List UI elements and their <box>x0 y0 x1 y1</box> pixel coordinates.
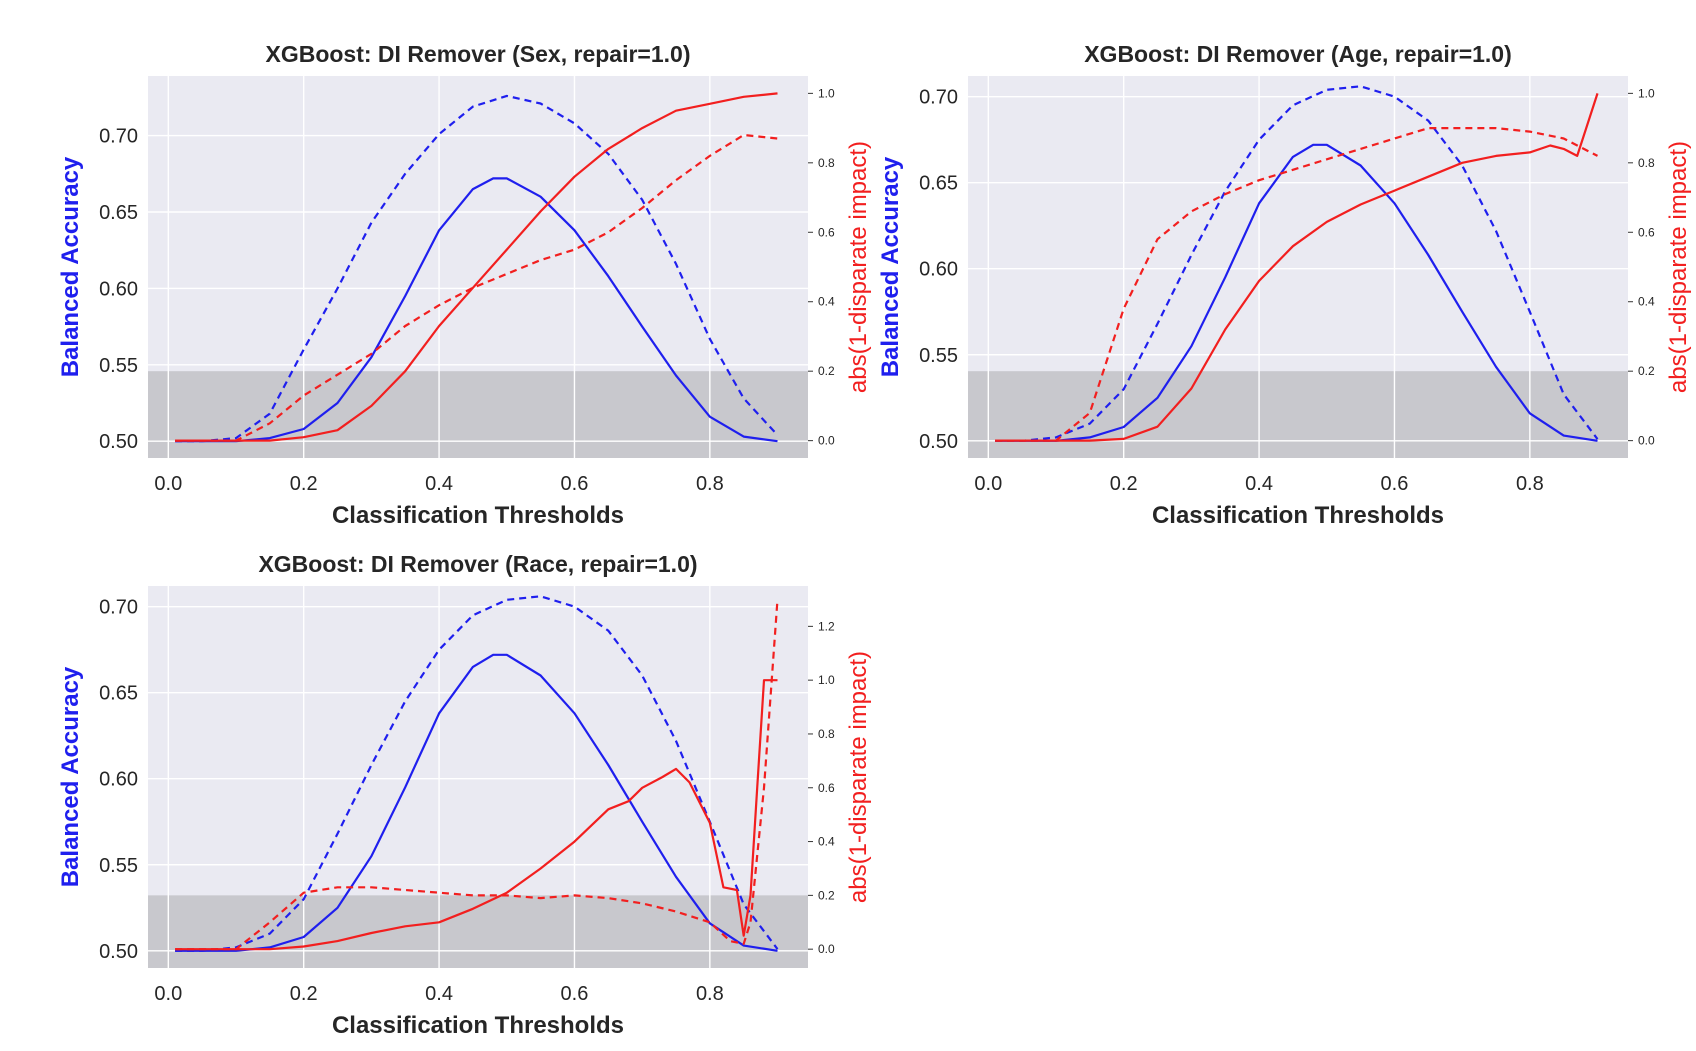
x-tick-label: 0.2 <box>290 473 318 495</box>
disparate_impact-dashed-line <box>175 599 779 951</box>
y-tick-label: 0.60 <box>99 769 138 791</box>
y-tick-label: 0.70 <box>99 597 138 619</box>
y-tick-label: 0.65 <box>99 683 138 705</box>
disparate_impact-solid-line <box>175 92 778 442</box>
accuracy-solid-line <box>175 653 778 952</box>
y2-tick-label: 0.0 <box>1638 434 1655 448</box>
y2-tick-label: 0.6 <box>1638 225 1655 239</box>
y-tick-label: 0.55 <box>919 345 958 367</box>
y-tick-label: 0.55 <box>99 355 138 377</box>
y2-tick-label: 0.4 <box>818 295 835 309</box>
y2-tick-label: 0.2 <box>1638 364 1655 378</box>
y2-tick-label: 0.4 <box>818 835 835 849</box>
disparate_impact-solid-line <box>995 93 1599 442</box>
y2-tick-label: 0.8 <box>818 156 835 170</box>
y2-tick-label: 1.2 <box>818 619 835 633</box>
y-tick-label: 0.65 <box>99 202 138 224</box>
y2-tick-label: 0.8 <box>1638 156 1655 170</box>
x-tick-label: 0.8 <box>696 983 724 1005</box>
y2-tick-label: 0.6 <box>818 781 835 795</box>
accuracy-dashed-line <box>995 85 1599 442</box>
chart-title: XGBoost: DI Remover (Age, repair=1.0) <box>1084 41 1512 67</box>
y2-tick-label: 0.0 <box>818 434 835 448</box>
y-tick-label: 0.70 <box>99 126 138 148</box>
x-tick-label: 0.6 <box>561 983 589 1005</box>
y2-tick-label: 0.2 <box>818 888 835 902</box>
x-axis-label: Classification Thresholds <box>332 502 624 529</box>
y2-tick-label: 1.0 <box>818 86 835 100</box>
accuracy-solid-line <box>995 143 1598 442</box>
y2-tick-label: 0.8 <box>818 727 835 741</box>
y2-tick-label: 0.2 <box>818 364 835 378</box>
x-tick-label: 0.0 <box>154 983 182 1005</box>
x-axis-label: Classification Thresholds <box>332 1012 624 1039</box>
y2-axis-label: abs(1-disparate impact) <box>845 651 872 903</box>
accuracy-solid-line <box>175 177 778 443</box>
y-tick-label: 0.55 <box>99 855 138 877</box>
accuracy-dashed-line <box>175 94 779 443</box>
x-tick-label: 0.4 <box>425 473 453 495</box>
x-tick-label: 0.4 <box>425 983 453 1005</box>
y2-tick-label: 0.6 <box>818 225 835 239</box>
subplot-sex: 0.50 0.55 0.60 0.65 0.70 0.0 0.2 0.4 0.6 0.8 1.0 0.… <box>57 41 872 529</box>
y-axis-label: Balanced Accuracy <box>877 156 904 377</box>
x-tick-label: 0.8 <box>1516 473 1544 495</box>
y2-tick-label: 1.0 <box>818 673 835 687</box>
y-tick-label: 0.60 <box>99 278 138 300</box>
y-tick-label: 0.50 <box>919 431 958 453</box>
y-tick-label: 0.50 <box>99 431 138 453</box>
fairness-band <box>148 371 808 458</box>
subplot-age: 0.50 0.55 0.60 0.65 0.70 0.0 0.2 0.4 0.6 0.8 1.0 0.… <box>877 41 1692 529</box>
y-axis-label: Balanced Accuracy <box>57 156 84 377</box>
y-tick-label: 0.50 <box>99 941 138 963</box>
x-tick-label: 0.0 <box>974 473 1002 495</box>
subplot-race: 0.50 0.55 0.60 0.65 0.70 0.0 0.2 0.4 0.6 0.8 1.0 1.… <box>57 551 872 1039</box>
x-axis-label: Classification Thresholds <box>1152 502 1444 529</box>
x-tick-label: 0.8 <box>696 473 724 495</box>
y2-axis-label: abs(1-disparate impact) <box>845 141 872 393</box>
fairness-band <box>968 371 1628 458</box>
x-tick-label: 0.2 <box>290 983 318 1005</box>
disparate_impact-solid-line <box>175 679 778 951</box>
y-tick-label: 0.65 <box>919 173 958 195</box>
y2-tick-label: 1.0 <box>1638 86 1655 100</box>
y-tick-label: 0.60 <box>919 259 958 281</box>
disparate_impact-dashed-line <box>995 127 1599 442</box>
y2-axis-label: abs(1-disparate impact) <box>1665 141 1692 393</box>
y-tick-label: 0.70 <box>919 87 958 109</box>
disparate_impact-dashed-line <box>175 133 778 442</box>
y2-tick-label: 0.4 <box>1638 295 1655 309</box>
y2-tick-label: 0.0 <box>818 942 835 956</box>
x-tick-label: 0.6 <box>561 473 589 495</box>
x-tick-label: 0.6 <box>1381 473 1409 495</box>
y-axis-label: Balanced Accuracy <box>57 666 84 887</box>
x-tick-label: 0.2 <box>1110 473 1138 495</box>
chart-title: XGBoost: DI Remover (Sex, repair=1.0) <box>265 41 690 67</box>
x-tick-label: 0.0 <box>154 473 182 495</box>
x-tick-label: 0.4 <box>1245 473 1273 495</box>
accuracy-dashed-line <box>175 595 779 952</box>
chart-title: XGBoost: DI Remover (Race, repair=1.0) <box>258 551 697 577</box>
